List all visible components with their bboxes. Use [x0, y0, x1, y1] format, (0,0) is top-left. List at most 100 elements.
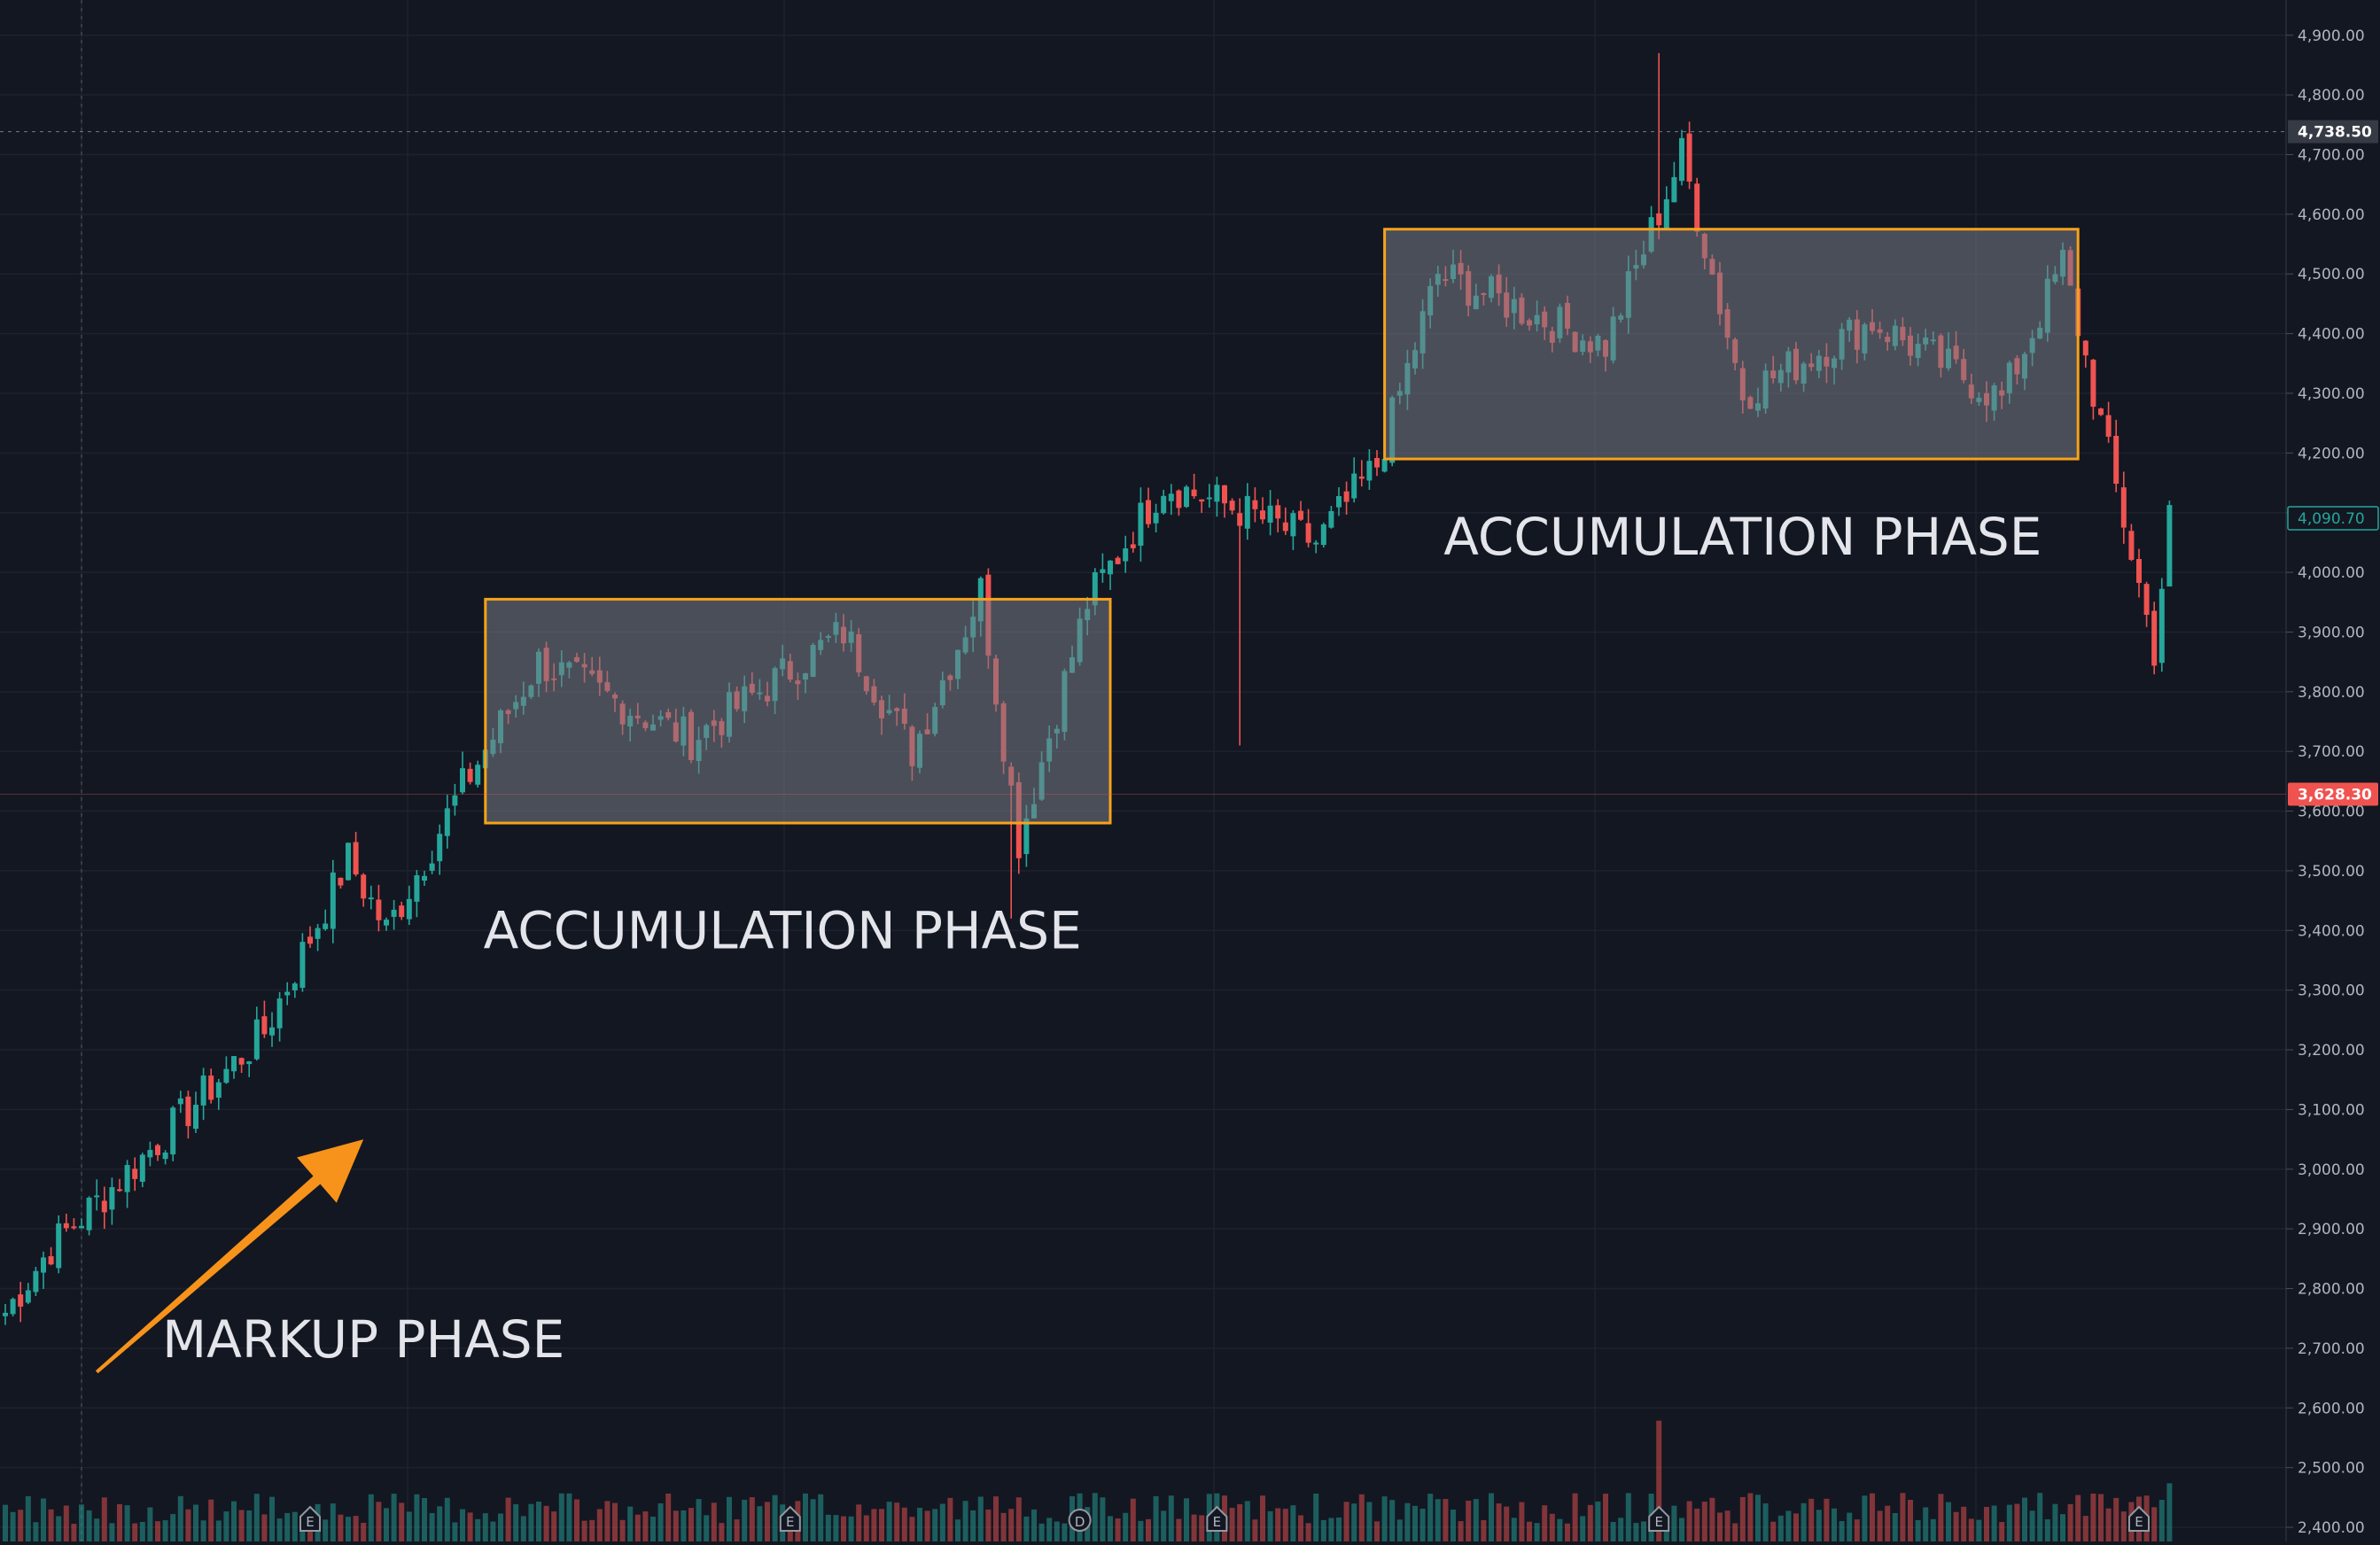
candle-body — [2098, 408, 2104, 415]
candle-body — [444, 808, 450, 836]
volume-bar — [1900, 1493, 1906, 1541]
volume-bar — [2158, 1500, 2165, 1541]
price-tick-label: 4,000.00 — [2298, 564, 2365, 582]
volume-bar — [1724, 1510, 1731, 1541]
candle-body — [330, 872, 336, 929]
event-marker-letter: E — [2135, 1514, 2143, 1530]
accumulation-box[interactable] — [1383, 228, 2080, 461]
volume-bar — [1229, 1508, 1235, 1541]
earnings-marker[interactable] — [299, 1505, 321, 1532]
earnings-marker[interactable] — [779, 1505, 801, 1532]
volume-bar — [727, 1496, 732, 1541]
accumulation-box[interactable] — [484, 597, 1112, 825]
volume-bar — [1854, 1519, 1860, 1541]
candle-body — [368, 897, 374, 900]
candle-body — [1161, 495, 1167, 514]
candle-body — [25, 1290, 31, 1303]
volume-bar — [1427, 1494, 1434, 1541]
volume-bar — [25, 1495, 31, 1541]
volume-bar — [1618, 1518, 1624, 1541]
volume-bar — [1504, 1506, 1510, 1541]
volume-bar — [841, 1516, 846, 1541]
candle-body — [1320, 524, 1326, 546]
volume-bar — [18, 1510, 24, 1541]
volume-bar — [886, 1502, 892, 1541]
volume-bar — [1701, 1502, 1707, 1541]
volume-bar — [429, 1512, 435, 1541]
candle-body — [1115, 557, 1121, 564]
candle-body — [231, 1056, 237, 1072]
volume-bar — [2113, 1497, 2119, 1541]
price-tick-label: 2,800.00 — [2298, 1281, 2365, 1299]
volume-bar — [1252, 1519, 1258, 1541]
candle-body — [200, 1075, 206, 1106]
volume-bar — [1908, 1499, 1913, 1541]
price-tick-label: 3,100.00 — [2298, 1101, 2365, 1119]
volume-bar — [1443, 1499, 1449, 1541]
price-tick-label: 3,500.00 — [2298, 863, 2365, 881]
candle-body — [33, 1270, 39, 1293]
volume-bar — [939, 1503, 945, 1541]
candle-body — [1267, 505, 1273, 523]
volume-bar — [1777, 1515, 1784, 1541]
earnings-marker[interactable] — [1648, 1505, 1670, 1532]
volume-bar — [208, 1499, 214, 1541]
candle-body — [1130, 544, 1136, 548]
volume-bar — [803, 1493, 808, 1541]
candle-body — [238, 1058, 245, 1065]
candle-body — [41, 1257, 46, 1273]
candle-body — [215, 1082, 222, 1099]
volume-bar — [673, 1510, 679, 1541]
candle-body — [1290, 513, 1296, 537]
volume-bar — [71, 1523, 77, 1541]
volume-bar — [749, 1497, 755, 1541]
earnings-marker[interactable] — [1206, 1505, 1228, 1532]
candle-body — [284, 991, 291, 996]
event-marker-letter: E — [786, 1514, 794, 1530]
earnings-marker[interactable] — [2128, 1505, 2150, 1532]
volume-bar — [139, 1522, 145, 1541]
candle-body — [1282, 522, 1288, 532]
candle-body — [117, 1189, 122, 1192]
candle-body — [1214, 485, 1220, 502]
candle-body — [1199, 499, 1205, 502]
candle-body — [2143, 584, 2150, 616]
volume-bar — [1489, 1493, 1494, 1541]
candle-body — [1260, 510, 1265, 520]
candle-body — [1313, 542, 1319, 545]
candle-body — [475, 765, 481, 785]
markup-arrow[interactable] — [95, 1139, 364, 1374]
volume-bar — [109, 1523, 115, 1541]
volume-bar — [1046, 1518, 1053, 1541]
volume-bar — [1968, 1518, 1974, 1541]
candle-body — [1374, 458, 1380, 468]
volume-bar — [818, 1494, 824, 1541]
volume-bar — [1000, 1512, 1007, 1541]
volume-bar — [734, 1519, 740, 1541]
candle-body — [460, 768, 465, 793]
volume-bar — [1527, 1521, 1532, 1541]
candle-body — [1351, 473, 1357, 499]
candle-body — [1298, 510, 1303, 520]
candle-body — [2136, 559, 2142, 584]
volume-bar — [810, 1499, 816, 1541]
volume-bar — [894, 1502, 900, 1541]
volume-bar — [825, 1514, 831, 1541]
candle-body — [3, 1312, 8, 1316]
volume-bar — [1381, 1496, 1388, 1541]
dividend-marker[interactable] — [1068, 1509, 1092, 1532]
volume-bar — [650, 1517, 656, 1541]
volume-bar — [292, 1511, 298, 1541]
volume-bar — [215, 1520, 222, 1541]
price-tick-label: 3,800.00 — [2298, 684, 2365, 702]
volume-bar — [1565, 1523, 1570, 1541]
volume-bar — [856, 1504, 862, 1541]
volume-bar — [1793, 1513, 1799, 1541]
candle-body — [48, 1256, 54, 1265]
candle-body — [2082, 340, 2088, 356]
volume-bar — [1123, 1512, 1129, 1541]
candle-body — [429, 863, 435, 871]
